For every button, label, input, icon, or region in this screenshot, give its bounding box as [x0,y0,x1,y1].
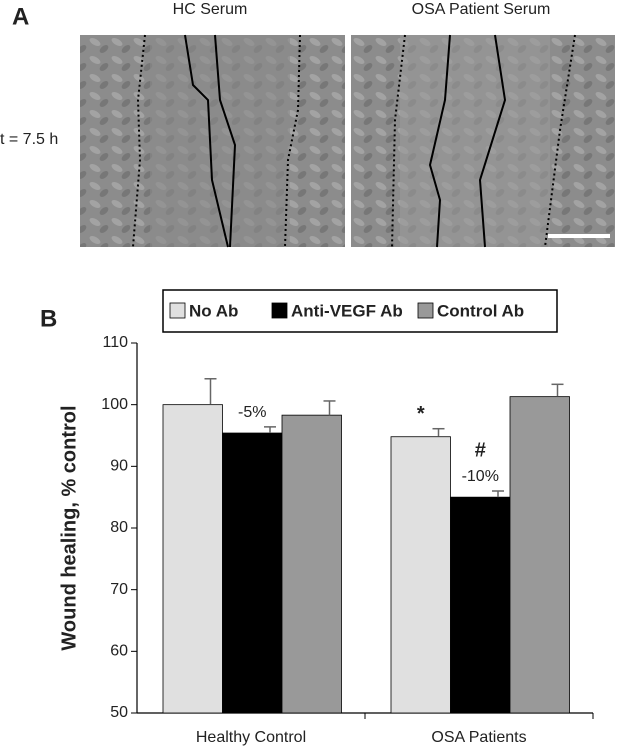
y-tick-label: 50 [110,704,128,721]
annotation: -10% [462,468,499,485]
y-tick-label: 110 [102,334,128,351]
y-tick-label: 90 [110,458,128,475]
legend-label: No Ab [189,301,238,320]
panel-label: A [12,3,29,30]
time-label: t = 7.5 h [0,131,58,148]
micrograph [80,34,345,248]
y-tick-label: 60 [110,643,128,660]
image-title: HC Serum [173,1,248,18]
y-tick-label: 100 [101,396,128,413]
significance-marker: # [475,439,486,461]
bar [450,496,511,714]
bar [222,432,283,714]
micrograph [351,34,615,248]
bar [390,436,451,714]
legend-label: Control Ab [437,301,524,320]
bar [281,414,342,714]
bar [509,396,570,714]
image-title: OSA Patient Serum [412,1,551,18]
significance-marker: * [417,403,425,425]
bar [162,404,223,714]
y-tick-label: 70 [110,581,128,598]
legend-swatch [169,302,186,319]
x-tick-label: OSA Patients [431,729,526,746]
legend-swatch [271,302,288,319]
panel-label: B [40,305,57,332]
y-axis-label: Wound healing, % control [58,405,80,650]
annotation: -5% [238,404,266,421]
legend [162,289,558,333]
legend-swatch [417,302,434,319]
x-tick-label: Healthy Control [196,729,306,746]
legend-label: Anti-VEGF Ab [291,301,403,320]
y-tick-label: 80 [110,519,128,536]
